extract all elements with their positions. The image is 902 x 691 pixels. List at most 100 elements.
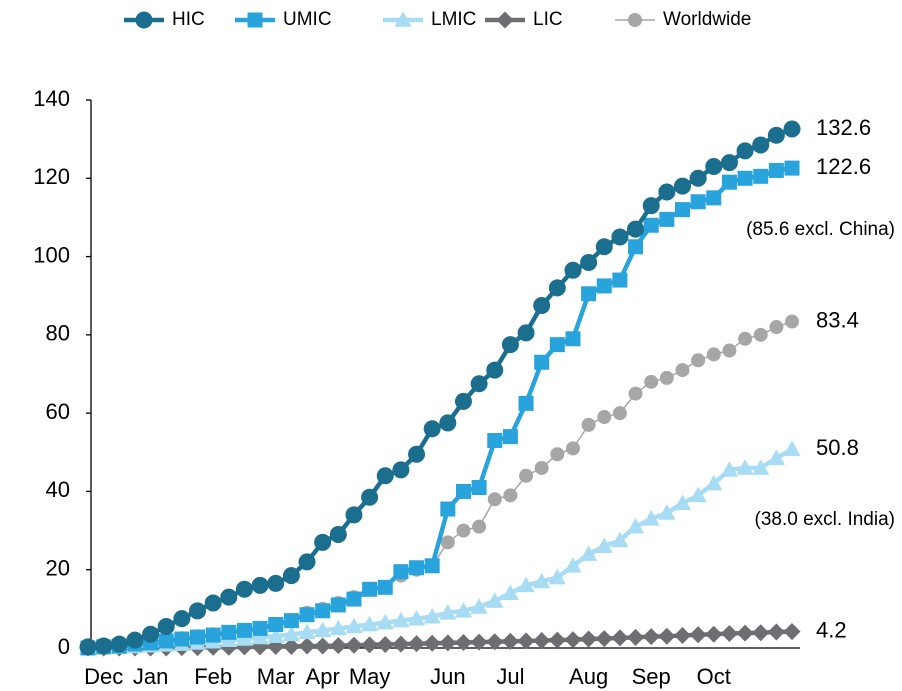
marker	[470, 375, 488, 393]
marker	[580, 630, 598, 648]
x-tick-label: Mar	[257, 664, 295, 689]
marker	[486, 592, 504, 608]
marker	[346, 591, 362, 607]
series: 50.8	[79, 435, 859, 655]
x-tick-label: Dec	[84, 664, 123, 689]
marker	[753, 327, 768, 342]
marker	[767, 623, 785, 641]
end-label: 83.4	[816, 307, 859, 332]
marker	[783, 440, 801, 456]
marker	[628, 386, 643, 401]
y-tick-label: 40	[46, 477, 70, 502]
marker	[392, 461, 410, 479]
marker	[110, 635, 128, 653]
x-tick-label: May	[349, 664, 391, 689]
marker	[720, 461, 738, 477]
marker	[565, 331, 581, 347]
marker	[424, 558, 440, 574]
marker	[548, 279, 566, 297]
marker	[517, 576, 535, 593]
marker	[706, 347, 721, 362]
end-label: 50.8	[816, 435, 859, 460]
marker	[330, 597, 346, 613]
marker	[126, 631, 144, 649]
marker	[487, 433, 503, 449]
marker	[611, 228, 629, 246]
marker	[408, 445, 426, 463]
marker	[736, 142, 754, 160]
marker	[440, 535, 455, 550]
marker	[533, 632, 551, 650]
marker	[722, 343, 737, 358]
y-tick-label: 20	[46, 556, 70, 581]
marker	[314, 637, 332, 655]
marker	[361, 636, 379, 654]
marker	[329, 637, 347, 655]
marker	[486, 633, 504, 651]
marker	[517, 324, 535, 342]
line	[87, 447, 794, 651]
marker	[705, 625, 723, 643]
marker	[377, 579, 393, 595]
marker	[298, 553, 316, 571]
marker	[674, 202, 690, 218]
marker	[503, 488, 518, 503]
marker	[472, 519, 487, 534]
marker	[673, 626, 691, 644]
marker	[628, 239, 644, 255]
marker	[783, 623, 801, 641]
marker	[407, 609, 426, 626]
marker	[315, 603, 331, 619]
marker	[611, 531, 629, 548]
marker	[329, 525, 347, 543]
marker	[501, 336, 519, 354]
marker	[595, 630, 613, 648]
marker	[737, 170, 753, 186]
marker	[362, 581, 378, 597]
marker	[705, 158, 723, 176]
x-tick-label: Jul	[496, 664, 524, 689]
marker	[548, 631, 566, 649]
marker	[470, 633, 488, 651]
marker	[251, 628, 269, 645]
marker	[720, 625, 738, 643]
marker	[496, 11, 514, 29]
marker	[235, 630, 253, 646]
marker	[784, 160, 800, 176]
annotation: (38.0 excl. India)	[755, 509, 895, 530]
y-tick-label: 80	[46, 321, 70, 346]
marker	[533, 297, 551, 314]
marker	[564, 557, 582, 573]
marker	[564, 631, 582, 649]
x-tick-label: Jun	[430, 664, 465, 689]
marker	[691, 353, 706, 368]
marker	[298, 637, 316, 655]
marker	[689, 626, 707, 644]
marker	[251, 576, 269, 594]
marker	[689, 169, 707, 187]
marker	[659, 211, 675, 227]
marker	[423, 420, 441, 438]
marker	[612, 272, 628, 288]
marker	[548, 568, 566, 585]
x-tick-label: Jan	[133, 664, 168, 689]
marker	[252, 620, 268, 636]
marker	[597, 410, 612, 425]
marker	[392, 611, 410, 628]
marker	[247, 12, 263, 28]
marker	[221, 624, 237, 640]
legend-label: LMIC	[431, 9, 476, 30]
marker	[456, 523, 471, 538]
marker	[565, 441, 580, 456]
marker	[549, 337, 565, 353]
marker	[173, 610, 191, 628]
marker	[454, 602, 473, 618]
marker	[135, 11, 153, 29]
marker	[439, 604, 457, 620]
marker	[220, 588, 238, 606]
marker	[282, 637, 300, 655]
marker	[689, 486, 707, 503]
marker	[752, 624, 770, 642]
marker	[767, 449, 785, 465]
